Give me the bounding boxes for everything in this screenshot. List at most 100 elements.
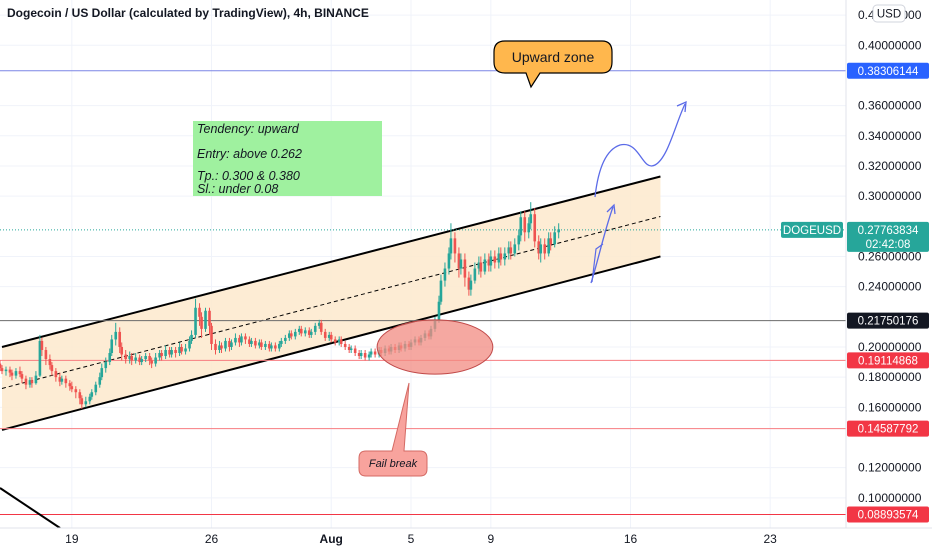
candle-body [124, 354, 128, 360]
candle-body [493, 256, 497, 263]
current-price-tag-label: 0.27763834 [858, 225, 919, 237]
candle-body [278, 343, 281, 349]
candle-body [240, 336, 243, 343]
candle [110, 334, 114, 357]
candle [70, 381, 74, 393]
candle [493, 250, 497, 269]
candle [4, 366, 8, 376]
candle [437, 295, 441, 323]
candle-body [329, 334, 333, 340]
candle [274, 342, 277, 352]
candle [297, 325, 301, 335]
candle [218, 340, 221, 354]
candle [307, 327, 311, 338]
candle [363, 349, 367, 361]
candle [60, 375, 64, 385]
candle-body [270, 345, 273, 349]
candle-body [68, 383, 72, 387]
candle-body [483, 259, 487, 272]
candle [449, 223, 453, 260]
candle-body [254, 340, 257, 346]
candle-body [367, 354, 371, 358]
candle [513, 238, 517, 257]
candle [58, 372, 62, 387]
candle-body [529, 214, 533, 224]
candle-body [343, 343, 347, 347]
candle-body [357, 353, 361, 357]
candle [523, 211, 527, 242]
candle [543, 238, 547, 260]
candle-body [487, 259, 491, 266]
price-axis[interactable]: 0.420000000.400000000.360000000.34000000… [858, 8, 922, 505]
candle-body [479, 262, 483, 272]
candle [164, 345, 167, 360]
candle-body [204, 310, 207, 329]
candle [278, 340, 281, 352]
candle-body [353, 348, 357, 354]
candle-body [118, 331, 122, 347]
candle-body [104, 362, 108, 369]
candle [459, 253, 463, 275]
candle-body [327, 334, 331, 338]
candle [473, 262, 477, 284]
candle [343, 340, 347, 350]
candle-body [363, 353, 367, 358]
candle-body [533, 214, 537, 242]
currency-button-label[interactable]: USD [877, 9, 901, 21]
candle [264, 340, 267, 350]
time-axis[interactable]: 19 26 Aug 5 9 16 23 [65, 532, 777, 546]
candle-body [90, 392, 94, 397]
candle [144, 353, 147, 363]
candle-body [317, 322, 321, 326]
candle-body [94, 384, 98, 393]
candle-body [28, 380, 32, 385]
candle [28, 377, 32, 388]
candle [529, 202, 533, 230]
candle [148, 353, 151, 366]
candle [0, 365, 4, 375]
candle-body [349, 348, 353, 350]
candle-body [234, 337, 237, 343]
price-tick-label: 0.34000000 [858, 129, 922, 143]
candle [130, 353, 133, 366]
candle [154, 353, 157, 367]
candle [483, 253, 487, 275]
candle-body [557, 229, 560, 233]
candle-body [339, 339, 343, 344]
candle-body [60, 378, 64, 382]
note-box [193, 121, 382, 196]
candle [248, 336, 251, 347]
price-tag-label: 0.14587792 [858, 424, 919, 436]
target-arrowhead [606, 203, 616, 215]
candle-body [0, 368, 4, 372]
candle [228, 337, 231, 352]
currency-button[interactable]: USD [872, 4, 906, 23]
candle [210, 322, 213, 350]
price-tag-bg [847, 62, 929, 79]
candle-body [497, 253, 501, 263]
candle [489, 250, 493, 272]
time-tick-label: 16 [624, 532, 638, 546]
price-tick-label: 0.10000000 [858, 491, 922, 505]
candle-body [553, 232, 556, 245]
candle-body [158, 353, 161, 358]
candle [84, 396, 88, 408]
price-tag-label: 0.08893574 [858, 510, 919, 522]
candle-body [170, 349, 173, 355]
candle [507, 241, 511, 260]
candle [20, 371, 24, 384]
price-tick-label: 0.30000000 [858, 189, 922, 203]
candle-body [250, 340, 253, 344]
candle-body [100, 368, 104, 378]
note-entry: Entry: above 0.262 [197, 147, 302, 161]
candle-body [128, 356, 131, 360]
candle [290, 330, 293, 340]
candle [349, 345, 353, 354]
symbol-tag-bg [781, 221, 843, 238]
candle-body [114, 331, 118, 340]
candle [120, 342, 124, 361]
candle-body [30, 380, 34, 384]
candle [24, 375, 28, 390]
candle-body [48, 359, 52, 366]
candle-body [244, 336, 247, 340]
